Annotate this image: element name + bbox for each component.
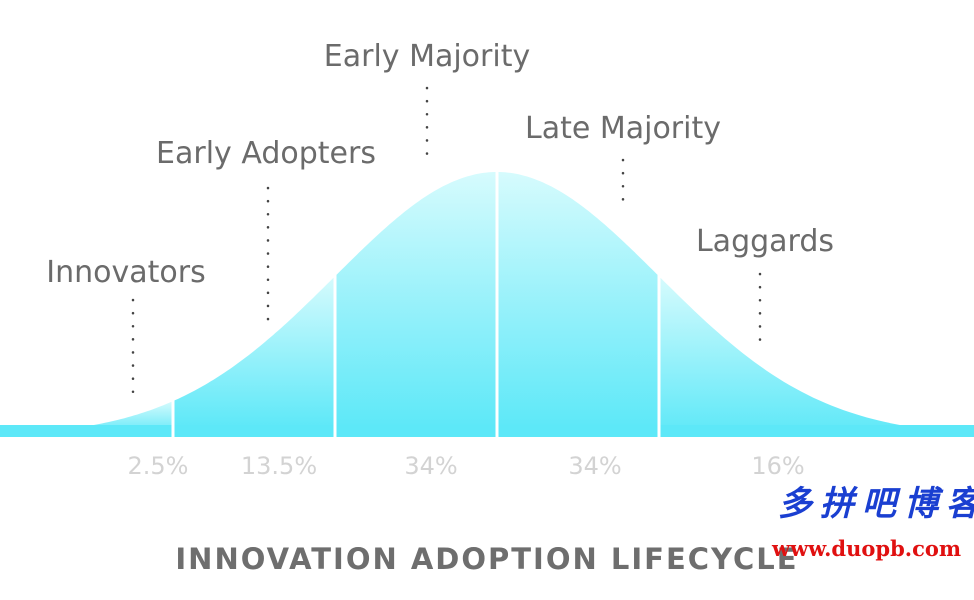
curve-segment-late-majority [497, 172, 659, 428]
percent-label-early-adopters: 13.5% [241, 452, 317, 480]
category-label-innovators: Innovators [46, 255, 205, 290]
curve-segment-early-adopters [173, 276, 335, 428]
category-label-laggards: Laggards [696, 224, 834, 259]
curve-baseline [0, 425, 974, 437]
chart-title: INNOVATION ADOPTION LIFECYCLE [175, 542, 799, 576]
curve-segment-laggards [659, 276, 974, 434]
percent-label-innovators: 2.5% [128, 452, 189, 480]
watermark-logo: 多拼吧博客 [778, 484, 974, 524]
percent-label-early-majority: 34% [404, 452, 457, 480]
category-label-early-adopters: Early Adopters [156, 136, 376, 171]
curve-segment-early-majority [335, 172, 497, 428]
category-label-late-majority: Late Majority [525, 111, 721, 146]
category-label-early-majority: Early Majority [324, 39, 530, 74]
percent-label-late-majority: 34% [568, 452, 621, 480]
percent-label-laggards: 16% [751, 452, 804, 480]
watermark-url: www.duopb.com [772, 536, 962, 561]
